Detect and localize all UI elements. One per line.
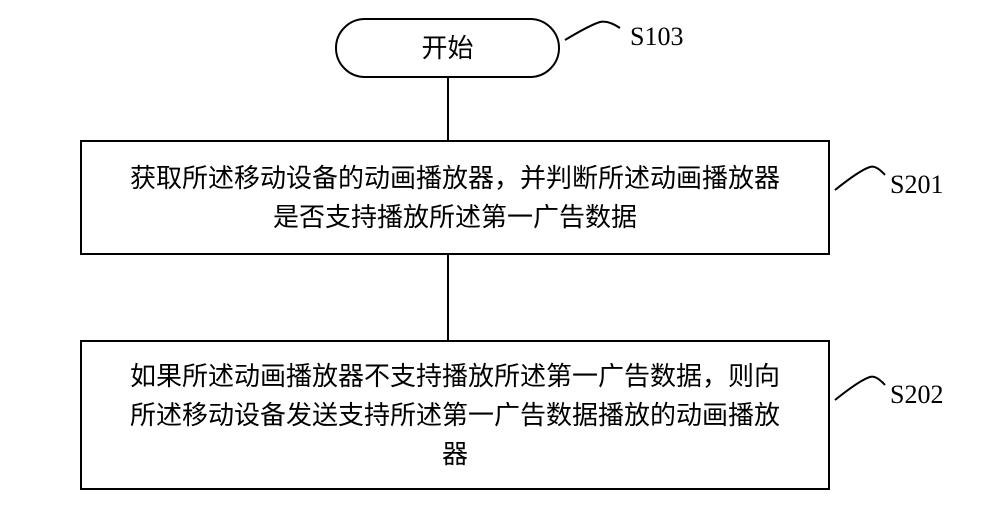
connector-step1-to-step2 bbox=[447, 255, 449, 340]
step2-text-line1: 如果所述动画播放器不支持播放所述第一广告数据，则向 bbox=[130, 357, 780, 396]
step2-text-container: 如果所述动画播放器不支持播放所述第一广告数据，则向 所述移动设备发送支持所述第一… bbox=[130, 357, 780, 474]
start-node-text: 开始 bbox=[421, 29, 473, 68]
flowchart-container: 开始 S103 获取所述移动设备的动画播放器，并判断所述动画播放器 是否支持播放… bbox=[0, 0, 1000, 522]
step2-label: S202 bbox=[890, 380, 943, 410]
connector-start-to-step1 bbox=[447, 78, 449, 140]
step2-text-line3: 器 bbox=[130, 435, 780, 474]
step2-node: 如果所述动画播放器不支持播放所述第一广告数据，则向 所述移动设备发送支持所述第一… bbox=[80, 340, 830, 490]
step1-label: S201 bbox=[890, 170, 943, 200]
step2-text-line2: 所述移动设备发送支持所述第一广告数据播放的动画播放 bbox=[130, 396, 780, 435]
curve-path-step2 bbox=[835, 377, 885, 400]
step1-text-line2: 是否支持播放所述第一广告数据 bbox=[130, 198, 780, 237]
step1-text-line1: 获取所述移动设备的动画播放器，并判断所述动画播放器 bbox=[130, 159, 780, 198]
curve-path-start bbox=[565, 22, 620, 40]
step1-node: 获取所述移动设备的动画播放器，并判断所述动画播放器 是否支持播放所述第一广告数据 bbox=[80, 140, 830, 255]
step1-text-container: 获取所述移动设备的动画播放器，并判断所述动画播放器 是否支持播放所述第一广告数据 bbox=[130, 159, 780, 237]
start-node: 开始 bbox=[335, 18, 560, 78]
curve-path-step1 bbox=[835, 167, 885, 190]
start-label: S103 bbox=[630, 22, 683, 52]
